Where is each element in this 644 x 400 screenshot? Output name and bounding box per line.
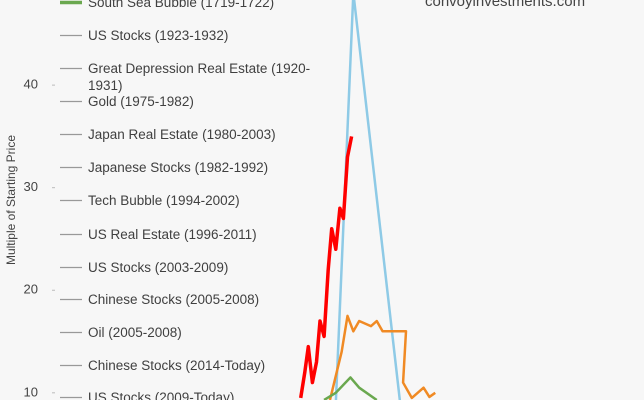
series-line	[328, 314, 436, 400]
series-line	[323, 376, 378, 400]
y-tick-label: 30	[24, 179, 38, 194]
legend-entry: Gold (1975-1982)	[88, 94, 194, 109]
watermark: convoyinvestments.com	[425, 0, 585, 10]
legend-entry: US Stocks (2003-2009)	[88, 260, 229, 275]
series-line	[298, 136, 354, 399]
legend-entry: US Real Estate (1996-2011)	[88, 227, 257, 242]
legend-entry: Chinese Stocks (2005-2008)	[88, 292, 260, 307]
legend-entry: Japanese Stocks (1982-1992)	[88, 160, 269, 175]
y-tick-label: 40	[24, 77, 38, 92]
legend-entry: Oil (2005-2008)	[88, 325, 182, 340]
series-line	[334, 0, 402, 400]
y-axis-label: Multiple of Starting Price	[4, 135, 18, 265]
y-tick-label: 20	[24, 282, 38, 297]
y-tick-label: 10	[24, 384, 38, 399]
legend-entry: US Stocks (2009-Today)	[88, 390, 235, 400]
legend-entry: Japan Real Estate (1980-2003)	[88, 127, 276, 142]
legend-entry: Great Depression Real Estate (1920-1931)	[88, 61, 311, 93]
legend-entry: US Stocks (1923-1932)	[88, 28, 229, 43]
legend-entry: Chinese Stocks (2014-Today)	[88, 358, 266, 373]
legend-entry: South Sea Bubble (1719-1722)	[88, 0, 275, 10]
legend-entry: Tech Bubble (1994-2002)	[88, 193, 240, 208]
